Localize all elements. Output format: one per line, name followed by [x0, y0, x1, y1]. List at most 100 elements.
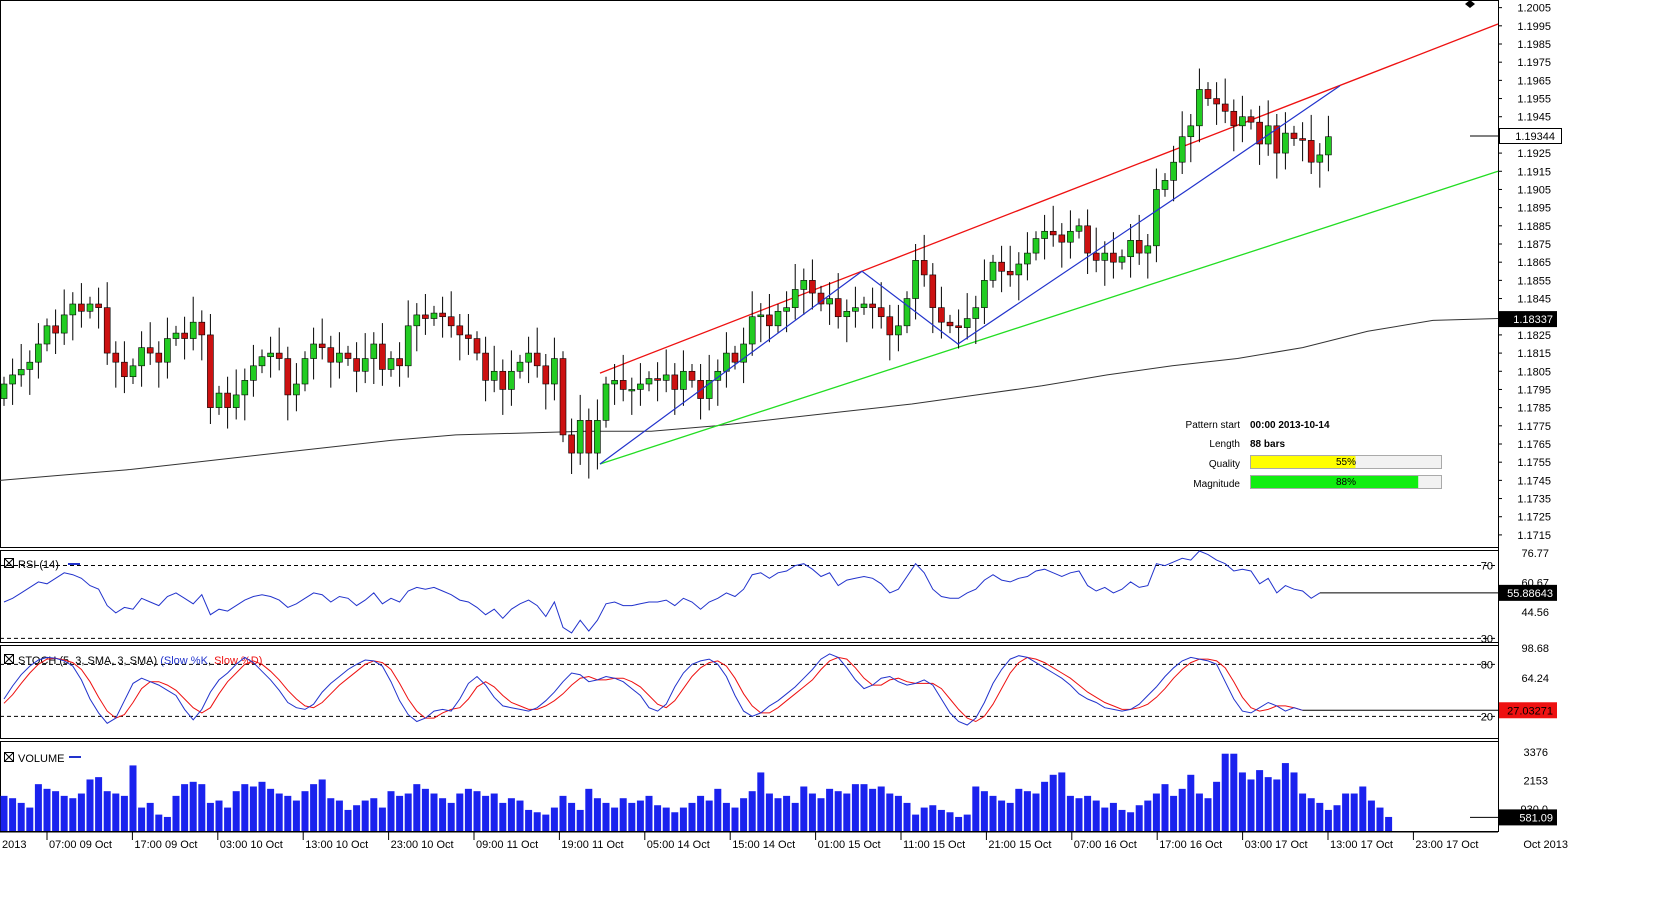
volume-bar [404, 793, 412, 831]
current-price-label: 1.19344 [1515, 131, 1555, 143]
bull-candle [336, 352, 343, 363]
bear-candle [1221, 103, 1229, 112]
current-price-label-box [1499, 128, 1562, 144]
bull-candle [551, 358, 558, 385]
volume-bar [568, 802, 576, 831]
volume-tick-label: 3376 [1524, 747, 1548, 759]
volume-bar [146, 802, 154, 831]
stoch-close-paren: ) [259, 655, 263, 667]
bear-candle [439, 312, 446, 318]
time-tick-label: 17:00 16 Oct [1159, 839, 1222, 851]
bear-candle [877, 307, 885, 318]
volume-bar [1350, 793, 1358, 831]
bull-candle [26, 361, 34, 370]
volume-bar [886, 793, 894, 831]
volume-bar [112, 793, 120, 831]
volume-bar [396, 795, 404, 831]
bull-candle [430, 312, 438, 319]
price-tick-label: 1.1725 [1517, 512, 1551, 524]
volume-bar [705, 800, 713, 831]
bear-candle [456, 325, 464, 336]
time-tick-label: 23:00 10 Oct [391, 839, 454, 851]
stoch-open-paren: ( [160, 655, 164, 667]
bull-candle [1187, 125, 1195, 138]
volume-bar [421, 788, 429, 831]
bear-candle [1006, 270, 1014, 276]
volume-bar [1006, 802, 1014, 831]
volume-bar [456, 793, 464, 831]
volume-bar [1359, 786, 1367, 831]
volume-bar [860, 784, 868, 831]
bear-candle [766, 314, 773, 327]
volume-bar [60, 795, 68, 831]
volume-bar [138, 807, 146, 831]
bull-candle [258, 356, 266, 367]
volume-bar [181, 784, 189, 831]
bull-candle [637, 383, 644, 390]
rsi-current-label: 55.88643 [1507, 588, 1553, 600]
volume-bar [748, 791, 756, 831]
bear-candle [499, 370, 507, 390]
price-labels: 1.19344 1.18337 [1470, 128, 1562, 328]
bull-candle [912, 260, 919, 299]
bear-candle [1084, 225, 1091, 254]
bull-candle [1101, 252, 1109, 261]
rsi-tick-label: 44.56 [1521, 607, 1549, 619]
volume-bar [120, 795, 128, 831]
bear-candle [224, 392, 231, 408]
bear-candle [1110, 252, 1117, 263]
volume-bar [654, 805, 662, 831]
volume-bar [834, 791, 842, 831]
bear-candle [688, 370, 696, 381]
bear-candle [938, 307, 945, 323]
bear-candle [447, 316, 455, 327]
volume-bar [301, 791, 309, 831]
volume-bar [1023, 791, 1031, 831]
pattern-start-label: Pattern start [1186, 420, 1241, 431]
volume-bar [679, 807, 687, 831]
volume-bar [129, 765, 137, 831]
price-tick-label: 1.1745 [1517, 475, 1551, 487]
stoch-close-x [4, 654, 14, 664]
volume-current-label: 581.09 [1519, 812, 1553, 824]
bull-candle [903, 298, 911, 327]
bear-candle [1213, 98, 1220, 105]
volume-bar [963, 814, 971, 831]
quality-label: Quality [1209, 459, 1240, 470]
volume-bar [808, 793, 816, 831]
volume-bar [1066, 795, 1074, 831]
bull-candle [86, 303, 94, 312]
bear-candle [619, 380, 627, 390]
volume-bar [972, 786, 980, 831]
quality-value: 55% [1336, 457, 1356, 468]
bear-candle [155, 352, 163, 363]
volume-bar [43, 788, 51, 831]
bull-candle [413, 314, 421, 327]
bull-candle [301, 358, 309, 385]
bull-candle [981, 280, 988, 308]
bull-candle [525, 352, 532, 363]
volume-bar [1299, 793, 1307, 831]
time-tick-label: 21:00 15 Oct [988, 839, 1051, 851]
stoch-k-label: Slow %K [164, 655, 209, 667]
time-tick-label: Oct 2013 [1523, 839, 1568, 851]
volume-bar [1195, 793, 1203, 831]
price-tick-label: 1.1815 [1517, 348, 1551, 360]
bear-candle [920, 260, 928, 276]
bull-candle [310, 343, 317, 359]
volume-bar [714, 788, 722, 831]
volume-bar [1058, 772, 1066, 831]
bear-candle [1230, 110, 1238, 127]
zigzag-line [599, 85, 1341, 465]
moving-average-line [0, 318, 1499, 481]
volume-bar [1178, 788, 1186, 831]
pattern-info: Pattern start 00:00 2013-10-14 Length 88… [1186, 420, 1442, 490]
time-tick-label: 03:00 10 Oct [220, 839, 283, 851]
volume-bar [464, 788, 472, 831]
bull-candle [172, 332, 180, 339]
magnitude-bar-fill [1251, 476, 1419, 488]
bull-candle [387, 358, 395, 370]
volume-bar [525, 809, 533, 831]
volume-bar [645, 795, 653, 831]
price-tick-label: 1.1955 [1517, 94, 1551, 106]
